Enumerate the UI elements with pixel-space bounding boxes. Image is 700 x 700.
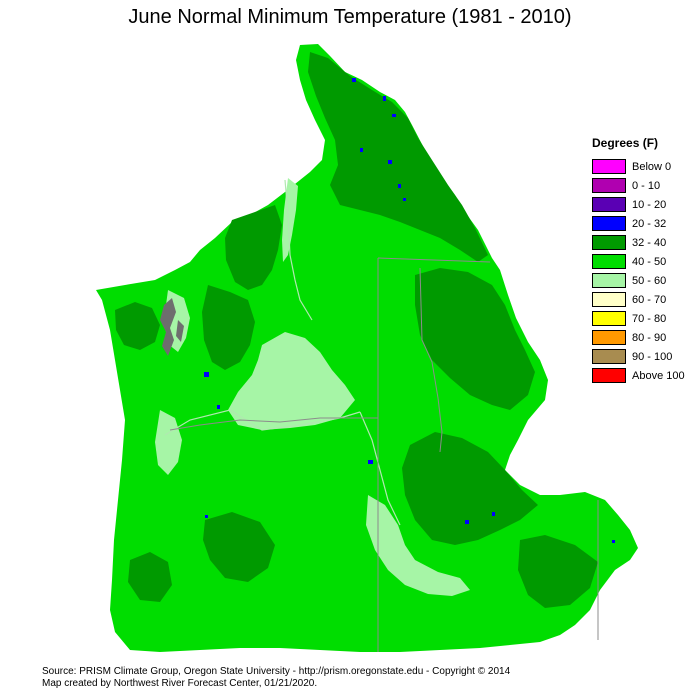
- legend-swatch: [592, 235, 626, 250]
- legend-swatch: [592, 216, 626, 231]
- cascades-north-zone: [225, 205, 282, 290]
- legend-title: Degrees (F): [592, 136, 659, 150]
- legend-item: 70 - 80: [592, 309, 685, 328]
- okanogan-valley-zone: [282, 178, 298, 262]
- state-boundaries: [169, 257, 599, 652]
- legend-label: 40 - 50: [632, 255, 667, 268]
- legend-item: 50 - 60: [592, 271, 685, 290]
- legend: Degrees (F) Below 0 0 - 10 10 - 20 20 - 32 3…: [592, 136, 685, 385]
- legend-label: 60 - 70: [632, 293, 667, 306]
- legend-swatch: [592, 311, 626, 326]
- olympic-mountains-zone: [115, 302, 160, 350]
- cascades-central-zone: [202, 285, 255, 370]
- legend-item: 80 - 90: [592, 328, 685, 347]
- legend-label: Above 100: [632, 369, 685, 382]
- willamette-valley-zone: [155, 410, 182, 475]
- credits-source: Source: PRISM Climate Group, Oregon Stat…: [42, 666, 511, 677]
- legend-item: Above 100: [592, 366, 685, 385]
- legend-item: 40 - 50: [592, 252, 685, 271]
- legend-label: 50 - 60: [632, 274, 667, 287]
- legend-label: 10 - 20: [632, 198, 667, 211]
- legend-rows: Below 0 0 - 10 10 - 20 20 - 32 32 - 40 40 - 5…: [592, 157, 685, 385]
- water-bodies: [160, 298, 184, 356]
- legend-label: 0 - 10: [632, 179, 661, 192]
- legend-label: 70 - 80: [632, 312, 667, 325]
- snake-plain-zone: [366, 495, 470, 596]
- legend-swatch: [592, 368, 626, 383]
- southern-oregon-zone: [203, 512, 275, 582]
- legend-label: 90 - 100: [632, 350, 673, 363]
- legend-label: 20 - 32: [632, 217, 667, 230]
- legend-swatch: [592, 178, 626, 193]
- legend-swatch: [592, 349, 626, 364]
- legend-swatch: [592, 159, 626, 174]
- legend-item: 90 - 100: [592, 347, 685, 366]
- legend-swatch: [592, 197, 626, 212]
- credits: Source: PRISM Climate Group, Oregon Stat…: [42, 666, 510, 690]
- legend-item: 60 - 70: [592, 290, 685, 309]
- legend-swatch: [592, 273, 626, 288]
- legend-item: 32 - 40: [592, 233, 685, 252]
- legend-item: 10 - 20: [592, 195, 685, 214]
- legend-label: Below 0: [632, 160, 672, 173]
- legend-swatch: [592, 330, 626, 345]
- legend-label: 80 - 90: [632, 331, 667, 344]
- blue-mountains-zone: [402, 432, 538, 545]
- legend-swatch: [592, 254, 626, 269]
- legend-item: 20 - 32: [592, 214, 685, 233]
- klamath-zone: [128, 552, 172, 602]
- northern-rockies-zone: [308, 52, 488, 262]
- columbia-basin-zone: [228, 332, 355, 430]
- great-basin-zone: [518, 535, 598, 608]
- credits-author: Map created by Northwest River Forecast …: [42, 678, 318, 689]
- idaho-mountains-zone: [415, 268, 535, 410]
- legend-item: Below 0: [592, 157, 685, 176]
- legend-label: 32 - 40: [632, 236, 667, 249]
- legend-item: 0 - 10: [592, 176, 685, 195]
- legend-swatch: [592, 292, 626, 307]
- cold-peaks-zone: [204, 78, 615, 543]
- map-title: June Normal Minimum Temperature (1981 - …: [128, 6, 572, 28]
